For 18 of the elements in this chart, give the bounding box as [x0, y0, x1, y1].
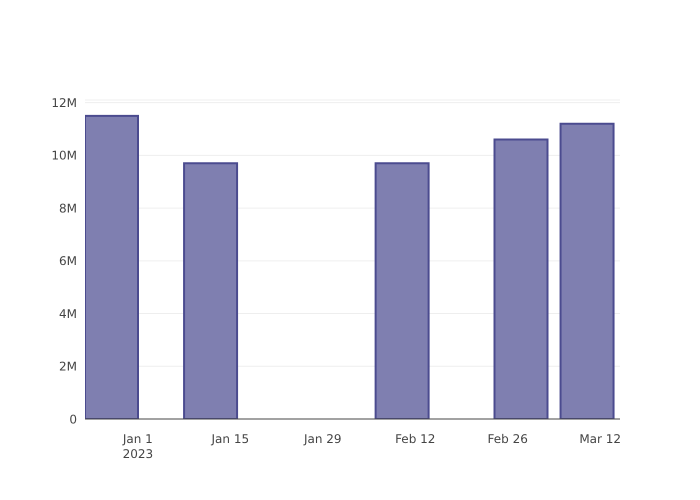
- x-tick-label: Jan 1 2023: [122, 432, 154, 461]
- y-tick-label: 12M: [51, 96, 77, 110]
- y-tick-label: 4M: [59, 306, 77, 321]
- y-tick-label: 10M: [51, 148, 77, 163]
- x-tick-label: Jan 15: [210, 432, 250, 446]
- y-tick-label: 6M: [59, 254, 77, 268]
- y-tick-label: 0: [69, 412, 77, 426]
- bar: [85, 114, 139, 419]
- x-tick-label: Feb 26: [488, 432, 528, 446]
- bar: [374, 162, 430, 419]
- x-tick-label: Mar 12: [579, 432, 622, 446]
- bar: [494, 138, 549, 419]
- bar: [183, 162, 238, 419]
- x-tick-label: Jan 29: [302, 432, 342, 446]
- bar: [560, 122, 615, 419]
- y-tick-label: 2M: [59, 360, 77, 374]
- y-tick-label: 8M: [59, 201, 77, 216]
- x-tick-label: Feb 12: [395, 432, 436, 446]
